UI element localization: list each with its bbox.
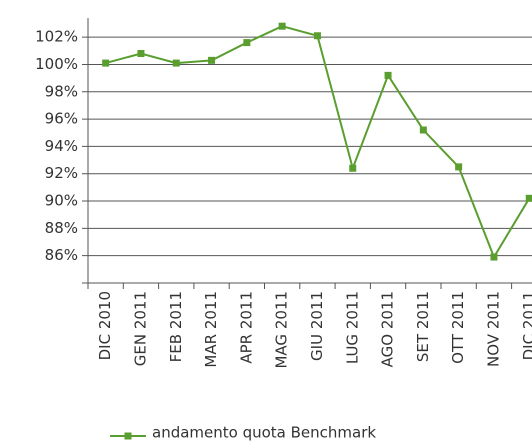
x-tick-label: SET 2011 <box>414 291 432 362</box>
x-tick-label: DIC 2010 <box>96 291 114 360</box>
y-tick-label: 90% <box>45 192 78 210</box>
x-tick-label: MAG 2011 <box>273 291 291 369</box>
x-tick-label: FEB 2011 <box>167 291 185 362</box>
marker <box>137 50 145 58</box>
y-tick-label: 86% <box>45 246 78 264</box>
marker <box>208 56 216 64</box>
marker <box>384 71 392 79</box>
marker <box>455 163 463 171</box>
x-tick-label: APR 2011 <box>237 291 255 364</box>
line <box>105 25 531 260</box>
x-tick-label: GEN 2011 <box>131 291 149 366</box>
y-tick-label: 92% <box>45 164 78 182</box>
marker <box>172 59 180 67</box>
x-tick-label: GIU 2011 <box>308 291 326 361</box>
x-tick-label: LUG 2011 <box>343 291 361 364</box>
marker <box>313 32 321 40</box>
y-tick-label: 96% <box>45 110 78 128</box>
x-tick-label: OTT 2011 <box>449 291 467 364</box>
x-tick-label: AGO 2011 <box>379 291 397 367</box>
marker <box>525 194 532 202</box>
marker <box>349 164 357 172</box>
y-tick-label: 88% <box>45 219 78 237</box>
y-tick-label: 98% <box>45 82 78 100</box>
x-tick-label: DIC 2011 <box>520 291 532 360</box>
marker <box>490 253 498 261</box>
legend-label: andamento quota Benchmark <box>152 424 376 442</box>
y-tick-label: 100% <box>35 55 78 73</box>
y-tick-label: 94% <box>45 137 78 155</box>
x-tick-label: NOV 2011 <box>484 291 502 367</box>
y-tick-label: 102% <box>35 28 78 46</box>
legend-marker <box>124 432 132 440</box>
marker <box>243 39 251 47</box>
marker <box>419 126 427 134</box>
marker <box>102 59 110 67</box>
x-tick-label: MAR 2011 <box>202 291 220 368</box>
marker <box>278 22 286 30</box>
